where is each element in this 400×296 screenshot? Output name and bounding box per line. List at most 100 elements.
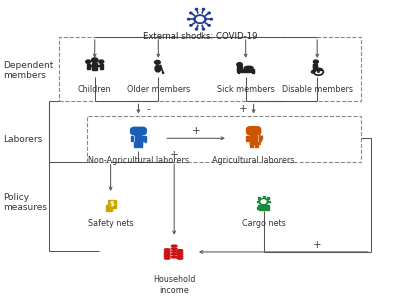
- Bar: [92, 63, 97, 70]
- Bar: [262, 206, 264, 208]
- Bar: [100, 65, 103, 69]
- Text: +: +: [192, 126, 200, 136]
- Bar: [258, 206, 268, 210]
- Circle shape: [99, 60, 104, 63]
- Bar: [238, 71, 239, 73]
- Circle shape: [155, 60, 160, 64]
- Bar: [131, 136, 134, 141]
- Text: Older members: Older members: [127, 85, 190, 94]
- Text: $: $: [110, 201, 114, 207]
- Bar: [315, 68, 321, 70]
- Bar: [110, 205, 111, 207]
- Ellipse shape: [248, 130, 259, 132]
- Ellipse shape: [244, 66, 253, 70]
- Circle shape: [210, 18, 212, 20]
- Text: +: +: [170, 150, 178, 160]
- Bar: [237, 66, 242, 70]
- Circle shape: [202, 8, 205, 10]
- Circle shape: [92, 58, 98, 62]
- Ellipse shape: [171, 248, 177, 250]
- Text: Laborers: Laborers: [3, 135, 43, 144]
- Text: Disable members: Disable members: [282, 85, 353, 94]
- Ellipse shape: [171, 256, 177, 258]
- Circle shape: [190, 25, 192, 26]
- Ellipse shape: [171, 254, 177, 255]
- Ellipse shape: [171, 251, 177, 252]
- Bar: [266, 205, 268, 207]
- Ellipse shape: [164, 258, 170, 259]
- Ellipse shape: [177, 254, 183, 255]
- Bar: [134, 142, 138, 147]
- Bar: [135, 136, 142, 144]
- Bar: [262, 196, 264, 197]
- Circle shape: [86, 60, 91, 63]
- Bar: [108, 200, 116, 208]
- Bar: [96, 65, 100, 66]
- Circle shape: [196, 17, 204, 22]
- Bar: [252, 71, 254, 73]
- Bar: [257, 207, 259, 209]
- Bar: [258, 205, 260, 206]
- Bar: [264, 205, 266, 207]
- Bar: [268, 201, 270, 202]
- Bar: [139, 142, 142, 147]
- Text: Safety nets: Safety nets: [88, 219, 134, 228]
- FancyBboxPatch shape: [246, 127, 261, 135]
- Bar: [250, 136, 257, 144]
- Bar: [250, 142, 253, 147]
- Bar: [144, 136, 146, 141]
- Ellipse shape: [171, 245, 177, 247]
- Text: Cargo nets: Cargo nets: [242, 219, 286, 228]
- Circle shape: [208, 25, 210, 26]
- Bar: [257, 201, 259, 202]
- Text: -: -: [146, 104, 150, 114]
- Ellipse shape: [177, 258, 183, 259]
- Circle shape: [237, 63, 242, 67]
- Bar: [314, 64, 317, 68]
- Circle shape: [250, 132, 257, 137]
- Bar: [259, 136, 261, 141]
- Bar: [262, 205, 263, 207]
- Bar: [259, 205, 261, 207]
- Text: Children: Children: [78, 85, 112, 94]
- Circle shape: [202, 28, 205, 30]
- Bar: [267, 197, 269, 199]
- Circle shape: [259, 198, 268, 205]
- Bar: [89, 65, 94, 66]
- Circle shape: [314, 60, 318, 63]
- Bar: [106, 205, 107, 207]
- Bar: [86, 65, 90, 69]
- Circle shape: [194, 15, 206, 23]
- FancyBboxPatch shape: [130, 127, 146, 135]
- Bar: [112, 205, 113, 207]
- Ellipse shape: [164, 255, 170, 257]
- Ellipse shape: [177, 252, 183, 253]
- Ellipse shape: [164, 253, 170, 255]
- Bar: [59, 37, 361, 101]
- Bar: [313, 64, 315, 69]
- Text: Dependent
members: Dependent members: [3, 61, 54, 80]
- Circle shape: [261, 200, 266, 203]
- Ellipse shape: [177, 256, 183, 257]
- Bar: [87, 116, 361, 162]
- Circle shape: [135, 132, 142, 137]
- Circle shape: [318, 71, 319, 72]
- Bar: [108, 205, 109, 207]
- Ellipse shape: [164, 251, 170, 252]
- Circle shape: [208, 12, 210, 14]
- Bar: [246, 136, 249, 141]
- Text: +: +: [239, 104, 248, 114]
- Bar: [312, 70, 314, 71]
- Text: +: +: [313, 240, 322, 250]
- Ellipse shape: [164, 249, 170, 250]
- Circle shape: [190, 12, 192, 14]
- Circle shape: [195, 8, 198, 10]
- Ellipse shape: [177, 250, 183, 251]
- Ellipse shape: [155, 65, 161, 72]
- Text: External shocks: COVID-19: External shocks: COVID-19: [143, 33, 257, 41]
- Bar: [237, 69, 254, 72]
- Circle shape: [188, 18, 190, 20]
- Ellipse shape: [134, 130, 143, 132]
- Bar: [254, 142, 258, 147]
- Text: Policy
measures: Policy measures: [3, 193, 47, 212]
